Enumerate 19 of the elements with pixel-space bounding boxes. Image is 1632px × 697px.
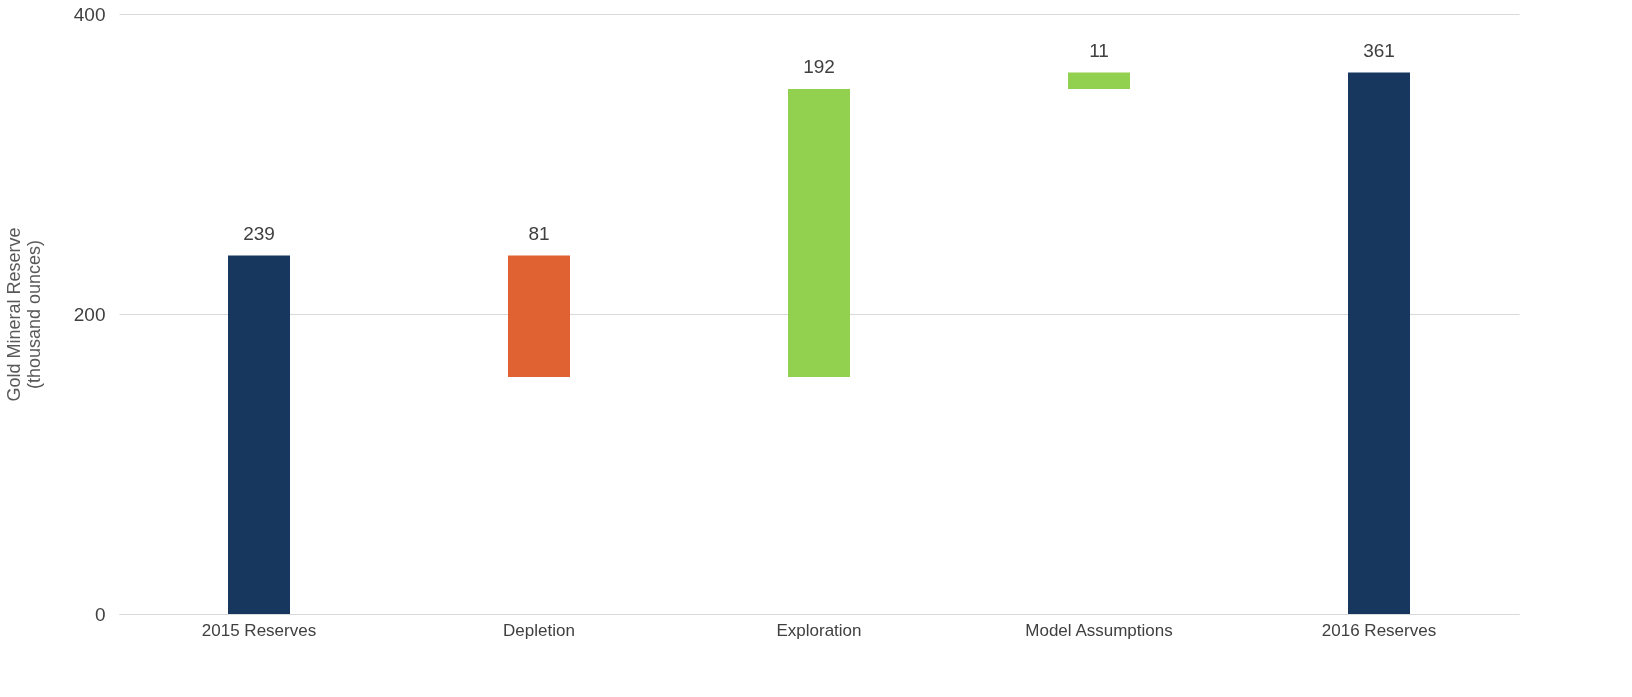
bar [1068,72,1130,89]
x-tick-label: 2016 Reserves [1321,620,1437,640]
x-tick-label: Depletion [503,620,575,640]
y-tick-label: 0 [94,603,106,625]
data-label: 81 [528,222,550,244]
bar [228,255,290,614]
x-tick-label: 2015 Reserves [201,620,317,640]
data-label: 192 [803,56,835,77]
bar [1348,72,1410,614]
data-label: 11 [1089,39,1109,61]
bar [788,89,850,377]
bar [508,255,570,377]
x-tick-label: Exploration [776,620,862,640]
data-label: 361 [1363,39,1395,61]
data-label: 239 [243,222,275,244]
x-tick-label: Model Assumptions [1025,620,1173,640]
y-axis-title: Gold Mineral Reserve (thousand ounces) [3,227,44,402]
y-tick-label: 400 [73,3,106,25]
y-tick-label: 200 [73,303,106,325]
